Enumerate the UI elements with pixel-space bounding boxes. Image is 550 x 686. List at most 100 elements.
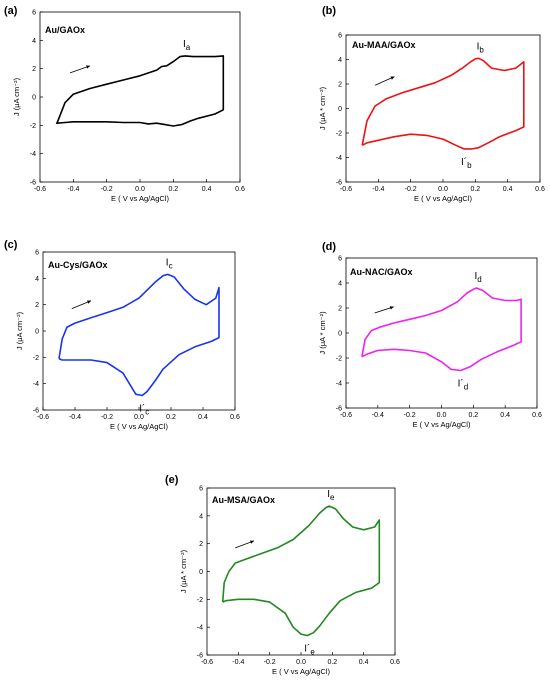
panel-c-letter: (c) [4, 239, 18, 251]
panel-c-xtick-label: 0.4 [198, 414, 208, 421]
panel-b-ytick-label: 2 [338, 82, 342, 89]
panel-c-cathodic-peak-label: I´c [139, 403, 149, 417]
panel-c-ytick-label: 0 [35, 329, 39, 336]
panel-a: (a) Au/GAOx -0.6 -0.4 -0.2 0.0 0.2 0.4 0.6 -6 -4 -2… [4, 5, 245, 203]
panel-d-cathodic-peak-label: I´d [458, 378, 469, 392]
panel-d-ytick-label: 6 [338, 256, 342, 263]
panel-b-ytick-label: 6 [338, 33, 342, 40]
panel-a-ytick-label: -2 [30, 123, 36, 130]
panel-b-cathodic-peak-label: I´b [461, 156, 472, 170]
panel-d-ytick-label: -4 [336, 381, 342, 388]
panel-b-title: Au-MAA/GAOx [352, 40, 416, 50]
panel-d-xtick-label: -0.6 [340, 412, 352, 419]
panel-c: (c) Au-Cys/GAOx -0.6 -0.4 -0.2 0.0 0.2 0.4 0.6 -6… [4, 239, 240, 431]
panel-e-ytick-label: 6 [199, 486, 203, 493]
panel-a-xtick-label: -0.2 [101, 186, 113, 193]
panel-a-anodic-peak-label: Ia [183, 39, 191, 52]
panel-d-ytick-label: 2 [338, 306, 342, 313]
panel-b-xtick-label: -0.2 [405, 186, 417, 193]
panel-c-xtick-label: -0.4 [69, 414, 81, 421]
panel-b-anodic-peak-label: Ib [477, 41, 485, 54]
panel-d-xtick-label: 0.0 [437, 412, 447, 419]
panel-a-letter: (a) [4, 5, 18, 17]
panel-e-xtick-label: 0.4 [359, 659, 369, 666]
panel-d: (d) Au-NAC/GAOx -0.6 -0.4 -0.2 0.0 0.2 0.4 0.6 -6… [318, 241, 542, 429]
panel-e-ytick-label: 2 [199, 541, 203, 548]
panel-c-scan-arrow-head [87, 300, 91, 304]
panel-a-xtick-label: -0.4 [67, 186, 79, 193]
panel-e-xtick-label: 0.6 [390, 659, 400, 666]
panel-a-xtick-label: 0.2 [168, 186, 178, 193]
panel-b-xtick-label: -0.4 [372, 186, 384, 193]
panel-e-xtick-label: -0.4 [232, 659, 244, 666]
panel-e-ytick-label: -4 [197, 625, 203, 632]
panel-c-ytick-label: -6 [33, 408, 39, 415]
panel-b-ylabel: J (μA * cm⁻²) [318, 86, 327, 130]
panel-b-xtick-label: -0.6 [340, 186, 352, 193]
panel-d-xtick-label: 0.6 [532, 412, 542, 419]
panel-b-ytick-label: 4 [338, 57, 342, 64]
panel-e-ytick-label: -6 [197, 653, 203, 660]
panel-c-xtick-label: -0.6 [37, 414, 49, 421]
panel-a-xlabel: E ( V vs Ag/AgCl) [111, 194, 169, 203]
panel-d-ytick-label: 4 [338, 281, 342, 288]
panel-c-xtick-label: 0.0 [134, 414, 144, 421]
panel-d-xtick-label: 0.4 [500, 412, 510, 419]
panel-c-ytick-label: 6 [35, 250, 39, 257]
panel-a-ytick-label: 2 [32, 66, 36, 73]
panel-a-ytick-label: -6 [30, 180, 36, 187]
panel-d-letter: (d) [322, 241, 336, 253]
panel-a-ytick-label: 4 [32, 38, 36, 45]
panel-d-xtick-label: 0.2 [468, 412, 478, 419]
panel-a-xtick-label: 0.0 [135, 186, 145, 193]
panel-d-anodic-peak-label: Id [475, 271, 482, 284]
panel-c-xlabel: E ( V vs Ag/AgCl) [110, 422, 168, 431]
panel-a-ytick-label: 0 [32, 95, 36, 102]
panel-e-xtick-label: -0.6 [201, 659, 213, 666]
panel-d-ylabel: J (μA * cm⁻²) [318, 311, 327, 355]
panel-c-ytick-label: -2 [33, 355, 39, 362]
panel-a-ytick-label: -4 [30, 151, 36, 158]
panel-e-anodic-peak-label: Ie [327, 489, 335, 502]
panel-a-title: Au/GAOx [45, 25, 85, 35]
panel-b-xlabel: E ( V vs Ag/AgCl) [414, 194, 472, 203]
panel-a-ytick-label: 6 [32, 10, 36, 17]
panel-d-plot-frame [345, 257, 538, 409]
panel-e-title: Au-MSA/GAOx [212, 495, 275, 505]
panel-e-ytick-label: 4 [199, 513, 203, 520]
panel-b-xtick-label: 0.6 [535, 186, 545, 193]
panel-c-xtick-label: 0.6 [230, 414, 240, 421]
panel-d-ytick-label: -6 [336, 406, 342, 413]
panel-e-xtick-label: -0.2 [264, 659, 276, 666]
panel-b-ytick-label: -2 [336, 131, 342, 138]
panel-e-ytick-label: -2 [197, 597, 203, 604]
panel-b-xtick-label: 0.4 [503, 186, 513, 193]
panel-c-ytick-label: 2 [35, 302, 39, 309]
panel-e-xtick-label: 0.2 [327, 659, 337, 666]
panel-b: (b) Au-MAA/GAOx -0.6 -0.4 -0.2 0.0 0.2 0.4 0.6 -6… [318, 5, 545, 203]
panel-e-plot-frame [206, 487, 396, 656]
panel-c-ylabel: J (μA cm⁻²) [15, 311, 24, 350]
panel-d-scan-arrow-head [389, 306, 394, 310]
panel-e-xtick-label: 0.0 [296, 659, 306, 666]
panel-d-xlabel: E ( V vs Ag/AgCl) [413, 420, 471, 429]
panel-c-plot-frame [42, 251, 236, 411]
panel-b-xtick-label: 0.0 [438, 186, 448, 193]
panel-c-xtick-label: 0.2 [166, 414, 176, 421]
panel-d-xtick-label: -0.4 [372, 412, 384, 419]
panel-a-ylabel: J (μA cm⁻²) [12, 77, 21, 116]
panel-a-xtick-label: 0.6 [235, 186, 245, 193]
panel-e-letter: (e) [165, 474, 179, 486]
panel-d-cv-curve [361, 287, 522, 372]
panel-b-plot-frame [345, 34, 541, 183]
panel-b-letter: (b) [322, 5, 336, 17]
panel-e-ytick-label: 0 [199, 569, 203, 576]
panel-a-xtick-label: -0.6 [34, 186, 46, 193]
panel-d-title: Au-NAC/GAOx [350, 267, 413, 277]
panel-b-xtick-label: 0.2 [470, 186, 480, 193]
panel-a-xtick-label: 0.4 [202, 186, 212, 193]
panel-b-ytick-label: -6 [336, 180, 342, 187]
panel-a-cv-curve [55, 55, 225, 127]
panel-e-cv-curve [221, 505, 381, 637]
panel-b-ytick-label: 0 [338, 106, 342, 113]
